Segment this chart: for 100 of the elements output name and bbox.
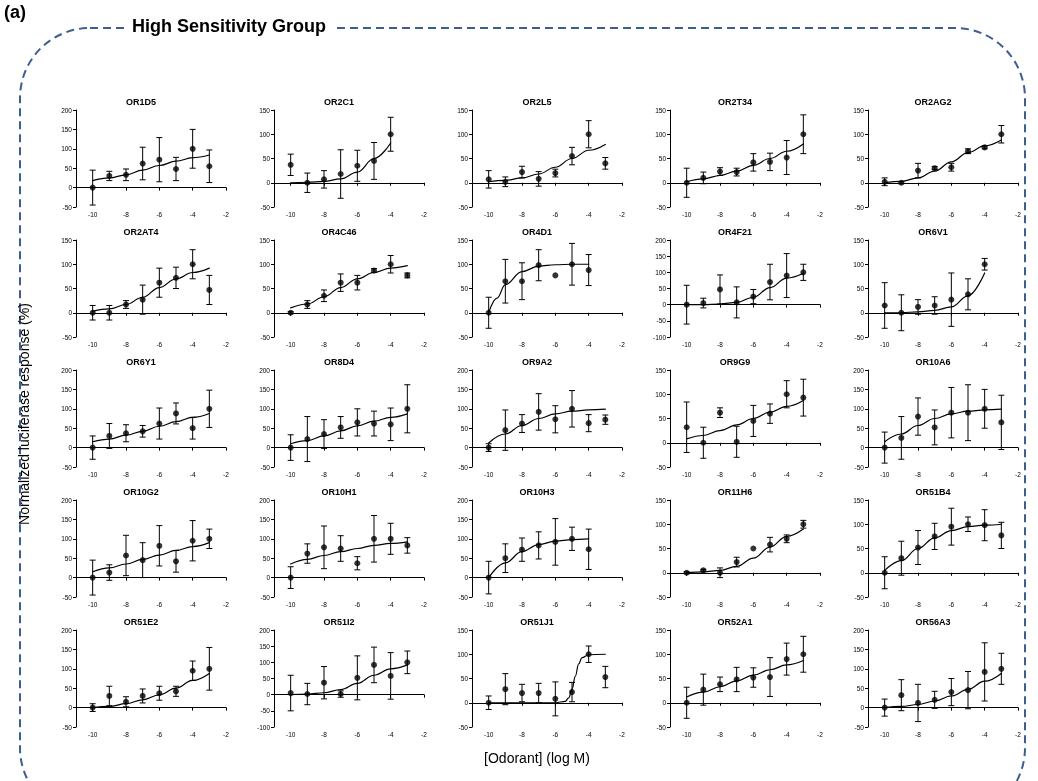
chart-title: OR9A2 — [521, 356, 553, 367]
point — [700, 439, 707, 446]
point — [206, 535, 213, 542]
point — [931, 424, 938, 431]
point — [915, 303, 921, 310]
point — [371, 535, 377, 542]
point — [206, 286, 213, 293]
point — [354, 162, 361, 169]
point — [189, 145, 196, 152]
point — [981, 261, 988, 268]
chart-title: OR2AG2 — [914, 96, 952, 107]
chart-title: OR8D4 — [323, 356, 355, 367]
point — [156, 542, 163, 549]
point — [535, 690, 542, 697]
point — [552, 272, 559, 279]
point — [585, 420, 592, 427]
point — [156, 156, 163, 163]
point — [502, 555, 509, 562]
chart-title: OR2AT4 — [123, 226, 159, 237]
point — [800, 651, 807, 658]
point — [502, 427, 509, 434]
point — [354, 560, 361, 567]
point — [337, 279, 344, 286]
point — [569, 689, 575, 696]
point — [767, 158, 773, 165]
point — [981, 668, 988, 675]
chart-title: OR51E2 — [123, 616, 159, 627]
point — [173, 410, 179, 417]
chart-title: OR1D5 — [125, 96, 157, 107]
point — [998, 532, 1005, 539]
point — [387, 421, 394, 428]
point — [387, 672, 394, 679]
point — [948, 296, 955, 303]
point — [189, 425, 196, 432]
chart-title: OR6Y1 — [126, 356, 156, 367]
point — [354, 419, 361, 426]
point — [206, 405, 213, 412]
point — [683, 424, 690, 431]
point — [287, 161, 294, 168]
point — [206, 665, 213, 672]
chart-title: OR51I2 — [323, 616, 355, 627]
chart-title: OR4F21 — [717, 226, 753, 237]
point — [354, 674, 361, 681]
point — [535, 175, 542, 182]
text: (a) — [4, 2, 26, 23]
chart-title: OR52A1 — [717, 616, 753, 627]
point — [569, 153, 575, 160]
point — [998, 419, 1005, 426]
chart-title: OR10H1 — [321, 486, 357, 497]
chart-title: OR10H3 — [519, 486, 555, 497]
text: High Sensitivity Group — [126, 16, 333, 37]
point — [948, 689, 955, 696]
point — [106, 309, 113, 316]
chart-title: OR11H6 — [717, 486, 753, 497]
point — [156, 279, 163, 286]
point — [189, 261, 196, 268]
point — [387, 535, 394, 542]
chart-title: OR51B4 — [915, 486, 951, 497]
point — [998, 131, 1005, 138]
point — [173, 165, 179, 172]
point — [337, 424, 344, 431]
point — [898, 692, 905, 699]
point — [602, 674, 609, 681]
point — [915, 699, 921, 706]
chart-title: OR4D1 — [521, 226, 553, 237]
point — [783, 656, 790, 663]
point — [387, 261, 394, 268]
chart-title: OR4C46 — [321, 226, 357, 237]
point — [123, 552, 129, 559]
point — [354, 279, 361, 286]
chart-title: OR10G2 — [123, 486, 159, 497]
point — [585, 546, 592, 553]
point — [337, 171, 344, 178]
point — [717, 286, 723, 293]
point — [519, 169, 525, 176]
point — [404, 542, 411, 549]
point — [915, 413, 921, 420]
point — [915, 167, 921, 174]
x-axis-title: [Odorant] (log M) — [484, 750, 590, 766]
chart-title: OR2T34 — [717, 96, 753, 107]
point — [387, 131, 394, 138]
chart-title: OR2C1 — [323, 96, 355, 107]
point — [898, 434, 905, 441]
chart-title: OR10A6 — [915, 356, 951, 367]
point — [106, 692, 113, 699]
point — [371, 661, 377, 668]
point — [404, 659, 411, 666]
point — [783, 391, 790, 398]
point — [502, 278, 509, 285]
point — [552, 695, 559, 702]
point — [173, 558, 179, 565]
point — [800, 131, 807, 138]
point — [948, 523, 955, 530]
point — [189, 537, 196, 544]
point — [535, 408, 542, 415]
point — [206, 163, 213, 170]
point — [321, 679, 327, 686]
point — [733, 438, 740, 445]
point — [519, 690, 525, 697]
point — [139, 692, 146, 699]
